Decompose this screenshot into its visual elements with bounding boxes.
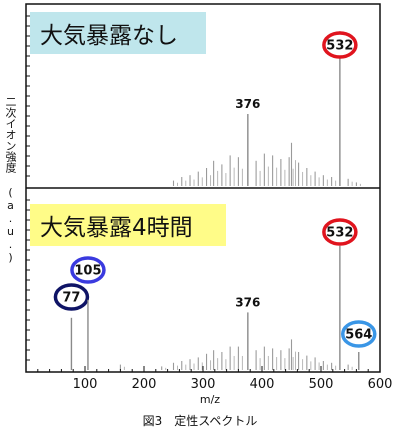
peak-label-376: 376 (235, 97, 260, 111)
panel-title: 大気暴露4時間 (40, 215, 193, 241)
x-tick-label: 200 (132, 377, 157, 392)
peak-bubble-105 (70, 256, 106, 284)
x-tick-label: 400 (250, 377, 275, 392)
peak-bubble-564 (341, 320, 377, 348)
peak-bubble-532 (322, 31, 358, 59)
y-axis-label: 二次イオン強度 (a.u.) (4, 96, 17, 264)
figure-caption: 図3 定性スペクトル (142, 414, 258, 428)
x-axis-label: m/z (199, 393, 221, 406)
peak-bubble-532 (322, 218, 358, 246)
peak-label-376: 376 (235, 295, 260, 309)
panel-top: 大気暴露なし 376 532 (26, 12, 361, 186)
x-tick-label: 300 (191, 377, 216, 392)
x-tick-label: 600 (368, 377, 393, 392)
panel-title: 大気暴露なし (40, 23, 178, 49)
peak-bubble-77 (53, 283, 90, 311)
peak-label-532: 532 (326, 39, 353, 54)
panel-title-box (30, 204, 226, 246)
panel-bottom: 大気暴露4時間 77 105 376 532 564 (26, 199, 377, 370)
peak-label-532: 532 (326, 226, 353, 241)
peak-label-77: 77 (62, 291, 80, 306)
panel-title-box (30, 12, 206, 54)
x-tick-label: 100 (73, 377, 98, 392)
peak-label-564: 564 (345, 328, 372, 343)
x-tick-label: 500 (309, 377, 334, 392)
peak-label-105: 105 (74, 264, 101, 279)
